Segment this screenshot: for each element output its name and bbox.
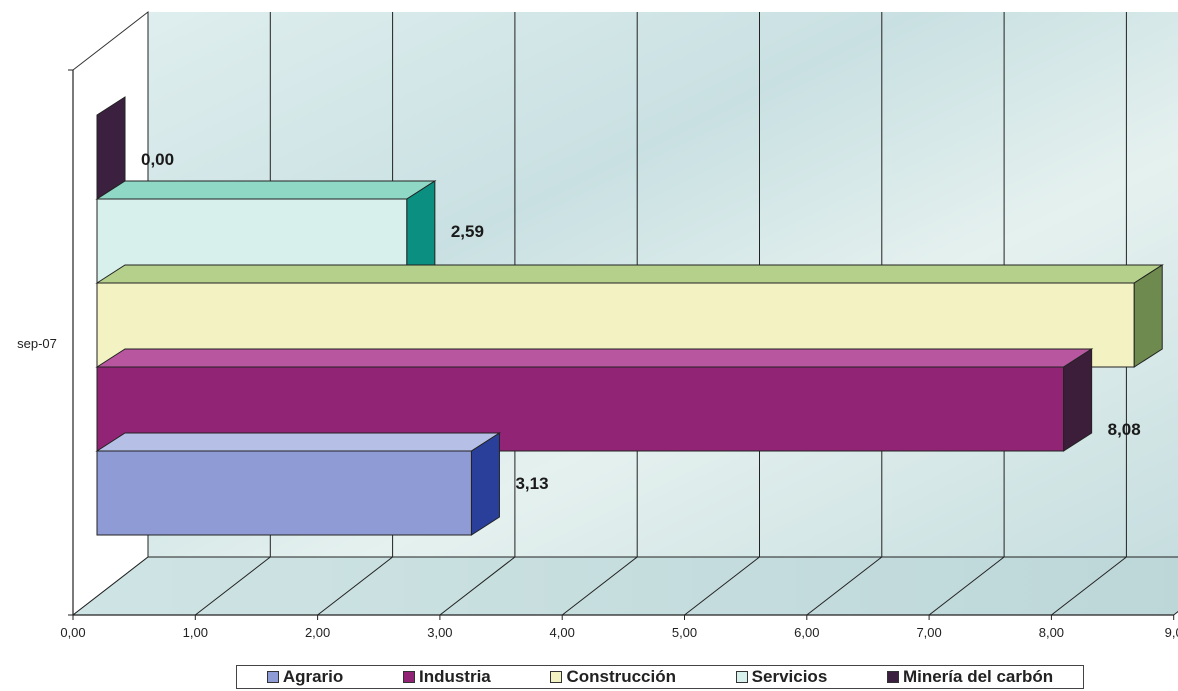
legend-label: Servicios [751, 667, 828, 686]
gridline-floor [561, 556, 638, 616]
x-tick-label: 1,00 [183, 625, 208, 640]
x-tick-label: 0,00 [60, 625, 85, 640]
data-label: 2,59 [451, 222, 484, 241]
gridline-floor [928, 556, 1005, 616]
gridline-floor [439, 556, 516, 616]
legend-swatch [402, 671, 415, 683]
bar-agrario [95, 432, 502, 536]
bar-top-face [95, 432, 502, 452]
bar-side-face [470, 432, 500, 536]
bar-top-face [95, 348, 1094, 368]
y-category-label: sep-07 [17, 336, 57, 351]
legend-swatch [266, 671, 279, 683]
legend-item: Servicios [735, 667, 828, 687]
x-tick-label: 4,00 [550, 625, 575, 640]
legend-item: Industria [402, 667, 491, 687]
x-tick-label: 3,00 [427, 625, 452, 640]
bar-top-face [95, 180, 437, 200]
x-tick-label: 7,00 [916, 625, 941, 640]
gridline-floor [1051, 556, 1127, 616]
legend-label: Construcción [566, 667, 676, 686]
floor [73, 557, 1178, 615]
legend-label: Minería del carbón [902, 667, 1054, 686]
data-label: 3,13 [515, 474, 548, 493]
x-tick-label: 8,00 [1039, 625, 1064, 640]
x-tick-label: 9,0 [1165, 625, 1178, 640]
bar-side-face [1063, 348, 1093, 452]
legend-item: Agrario [266, 667, 344, 687]
x-tick-label: 5,00 [672, 625, 697, 640]
gridline-floor [684, 556, 760, 616]
bar-front-face [96, 450, 472, 536]
x-tick-label: 6,00 [794, 625, 819, 640]
chart-canvas: 0,00 1,00 2,00 3,00 4,00 5,00 6,00 7,00 8,00 9,0 s… [17, 10, 1178, 640]
gridline-floor [806, 556, 883, 616]
gridline-floor [194, 556, 271, 616]
legend-swatch [886, 671, 899, 683]
legend-swatch [550, 671, 563, 683]
bar-side-face [1133, 264, 1163, 368]
bar-top-face [95, 264, 1164, 284]
x-tick-label: 2,00 [305, 625, 330, 640]
legend-swatch [735, 671, 748, 683]
legend-item: Minería del carbón [886, 667, 1054, 687]
legend-label: Agrario [282, 667, 344, 686]
legend: Agrario Industria Construcción Servicios Min… [236, 665, 1084, 689]
data-label: 0,00 [141, 150, 174, 169]
gridline-floor [317, 556, 393, 616]
data-label: 8,08 [1108, 420, 1141, 439]
gridline-floor [72, 556, 149, 616]
bar-industria [95, 348, 1094, 452]
legend-label: Industria [418, 667, 491, 686]
legend-item: Construcción [550, 667, 676, 687]
